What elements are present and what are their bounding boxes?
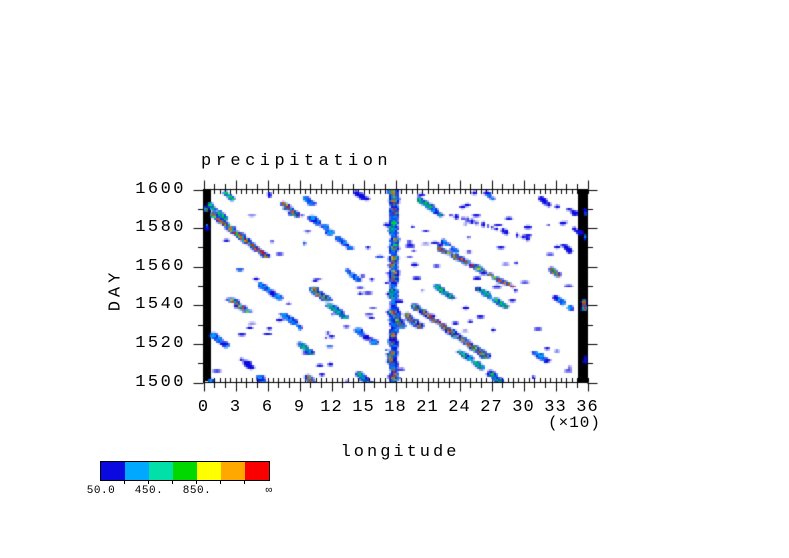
- colorbar-segment: [173, 462, 197, 480]
- colorbar-tick: [124, 480, 125, 484]
- colorbar-segment: [245, 462, 269, 480]
- colorbar-segment: [149, 462, 173, 480]
- colorbar-tick: [220, 480, 221, 484]
- y-tick-label: 1600: [135, 179, 186, 199]
- x-tick-label: 21: [416, 398, 439, 417]
- x-tick-label: 36: [576, 398, 599, 417]
- colorbar-tick: [196, 480, 197, 484]
- colorbar-segment: [221, 462, 245, 480]
- colorbar: 50.0 450. 850. ∞: [87, 461, 272, 497]
- x-tick-label: 12: [320, 398, 343, 417]
- x-axis-title: longitude: [340, 443, 460, 462]
- colorbar-segment: [101, 462, 125, 480]
- colorbar-tick: [172, 480, 173, 484]
- x-tick-label: 18: [384, 398, 407, 417]
- chart-title: precipitation: [201, 152, 393, 171]
- x-tick-label: 27: [480, 398, 503, 417]
- x-tick-label: 33: [544, 398, 567, 417]
- y-tick-label: 1580: [135, 218, 186, 238]
- y-tick-label: 1540: [135, 295, 186, 315]
- x-tick-label: 6: [261, 398, 274, 417]
- x-axis-scale-note: (×10): [547, 414, 601, 432]
- x-tick-label: 15: [352, 398, 375, 417]
- colorbar-label: 850.: [182, 485, 212, 497]
- x-tick-label: 9: [293, 398, 306, 417]
- colorbar-label: 450.: [134, 485, 164, 497]
- y-tick-label: 1500: [135, 372, 186, 392]
- x-tick-label: 24: [448, 398, 471, 417]
- colorbar-segment: [197, 462, 221, 480]
- colorbar-segments: [100, 461, 270, 481]
- y-tick-label: 1560: [135, 256, 186, 276]
- y-tick-label: 1520: [135, 333, 186, 353]
- x-tick-label: 0: [197, 398, 210, 417]
- y-axis-tick-labels: 1600 1580 1560 1540 1520 1500: [0, 0, 186, 558]
- colorbar-label: ∞: [265, 485, 273, 497]
- colorbar-tick: [148, 480, 149, 484]
- colorbar-label: 50.0: [86, 485, 116, 497]
- colorbar-segment: [125, 462, 149, 480]
- colorbar-tick: [244, 480, 245, 484]
- x-tick-label: 30: [512, 398, 535, 417]
- x-tick-label: 3: [229, 398, 242, 417]
